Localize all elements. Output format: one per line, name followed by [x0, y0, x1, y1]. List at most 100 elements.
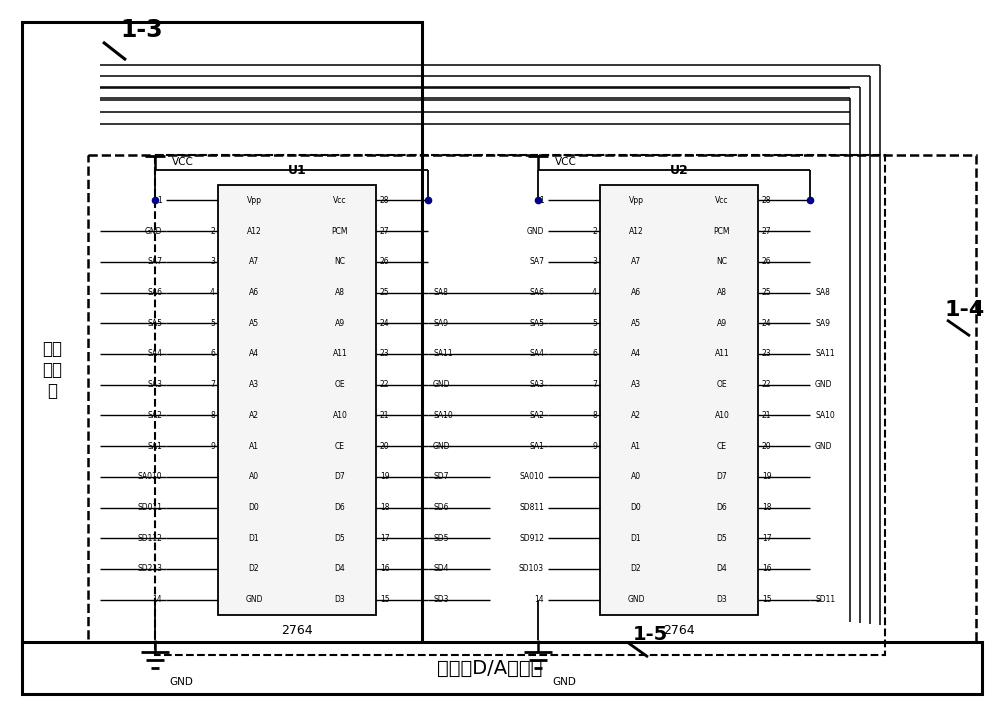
Text: 1-4: 1-4: [945, 300, 985, 320]
Text: A7: A7: [631, 257, 641, 266]
Text: SA6: SA6: [529, 288, 544, 297]
Text: SD213: SD213: [137, 565, 162, 573]
Text: A11: A11: [715, 350, 729, 358]
Text: 乘法型D/A转换器: 乘法型D/A转换器: [437, 658, 543, 678]
Text: SA5: SA5: [529, 319, 544, 328]
Text: A2: A2: [249, 411, 259, 420]
Text: SA8: SA8: [815, 288, 830, 297]
Text: D0: D0: [249, 503, 259, 512]
Text: SD3: SD3: [433, 595, 448, 604]
Text: 1-5: 1-5: [632, 625, 668, 644]
Text: 2764: 2764: [663, 625, 695, 637]
Text: A12: A12: [629, 226, 643, 235]
Text: 19: 19: [380, 472, 390, 482]
Text: SA7: SA7: [529, 257, 544, 266]
Text: SA7: SA7: [147, 257, 162, 266]
Text: D5: D5: [717, 534, 727, 543]
Text: 28: 28: [762, 196, 772, 205]
Bar: [218, 185, 376, 615]
Text: VCC: VCC: [172, 157, 194, 167]
Text: 1: 1: [539, 196, 544, 205]
Text: A8: A8: [717, 288, 727, 297]
Bar: [88, 155, 976, 675]
Text: 5: 5: [592, 319, 597, 328]
Text: 24: 24: [762, 319, 772, 328]
Text: GND: GND: [144, 226, 162, 235]
Text: 20: 20: [380, 441, 390, 450]
Text: SD4: SD4: [433, 565, 448, 573]
Text: D7: D7: [335, 472, 345, 482]
Text: 25: 25: [380, 288, 390, 297]
Text: GND: GND: [552, 677, 576, 687]
Text: D6: D6: [335, 503, 345, 512]
Text: 2: 2: [210, 226, 215, 235]
Text: 6: 6: [592, 350, 597, 358]
Text: SA4: SA4: [529, 350, 544, 358]
Text: SD912: SD912: [519, 534, 544, 543]
Text: D1: D1: [631, 534, 641, 543]
Text: A6: A6: [631, 288, 641, 297]
Text: D4: D4: [335, 565, 345, 573]
Text: A3: A3: [631, 380, 641, 389]
Text: 1: 1: [157, 196, 162, 205]
Text: 3: 3: [592, 257, 597, 266]
Text: GND: GND: [815, 441, 832, 450]
Text: SA2: SA2: [147, 411, 162, 420]
Text: D4: D4: [717, 565, 727, 573]
Text: 16: 16: [762, 565, 772, 573]
Text: 4: 4: [210, 288, 215, 297]
Text: D3: D3: [335, 595, 345, 604]
Text: SA9: SA9: [433, 319, 448, 328]
Text: A11: A11: [333, 350, 347, 358]
Text: SA10: SA10: [815, 411, 835, 420]
Text: SD7: SD7: [433, 472, 448, 482]
Bar: [600, 185, 758, 615]
Text: D1: D1: [249, 534, 259, 543]
Text: Vcc: Vcc: [333, 196, 347, 205]
Text: 17: 17: [380, 534, 390, 543]
Text: 20: 20: [762, 441, 772, 450]
Text: 分频
器电
路: 分频 器电 路: [42, 341, 62, 400]
Text: 17: 17: [762, 534, 772, 543]
Text: A6: A6: [249, 288, 259, 297]
Text: 16: 16: [380, 565, 390, 573]
Bar: [22, 22, 422, 670]
Text: GND: GND: [627, 595, 645, 604]
Text: 7: 7: [210, 380, 215, 389]
Text: GND: GND: [815, 380, 832, 389]
Text: 15: 15: [762, 595, 772, 604]
Text: SA11: SA11: [433, 350, 453, 358]
Text: SA010: SA010: [137, 472, 162, 482]
Text: 18: 18: [380, 503, 390, 512]
Text: Vpp: Vpp: [246, 196, 262, 205]
Text: SA3: SA3: [529, 380, 544, 389]
Text: U1: U1: [288, 164, 306, 176]
Text: A3: A3: [249, 380, 259, 389]
Text: D5: D5: [335, 534, 345, 543]
Text: SA5: SA5: [147, 319, 162, 328]
Text: A7: A7: [249, 257, 259, 266]
Text: D6: D6: [717, 503, 727, 512]
Text: SA9: SA9: [815, 319, 830, 328]
Text: A12: A12: [247, 226, 261, 235]
Text: 3: 3: [210, 257, 215, 266]
Text: SA8: SA8: [433, 288, 448, 297]
Text: 26: 26: [380, 257, 390, 266]
Text: A4: A4: [249, 350, 259, 358]
Text: 28: 28: [380, 196, 390, 205]
Text: 8: 8: [592, 411, 597, 420]
Text: 14: 14: [534, 595, 544, 604]
Text: A1: A1: [631, 441, 641, 450]
Text: GND: GND: [169, 677, 193, 687]
Text: 22: 22: [762, 380, 772, 389]
Text: SA010: SA010: [519, 472, 544, 482]
Text: 7: 7: [592, 380, 597, 389]
Text: 9: 9: [210, 441, 215, 450]
Text: GND: GND: [526, 226, 544, 235]
Text: D3: D3: [717, 595, 727, 604]
Text: SA11: SA11: [815, 350, 835, 358]
Text: 2: 2: [592, 226, 597, 235]
Text: SA2: SA2: [529, 411, 544, 420]
Text: SA3: SA3: [147, 380, 162, 389]
Text: A9: A9: [717, 319, 727, 328]
